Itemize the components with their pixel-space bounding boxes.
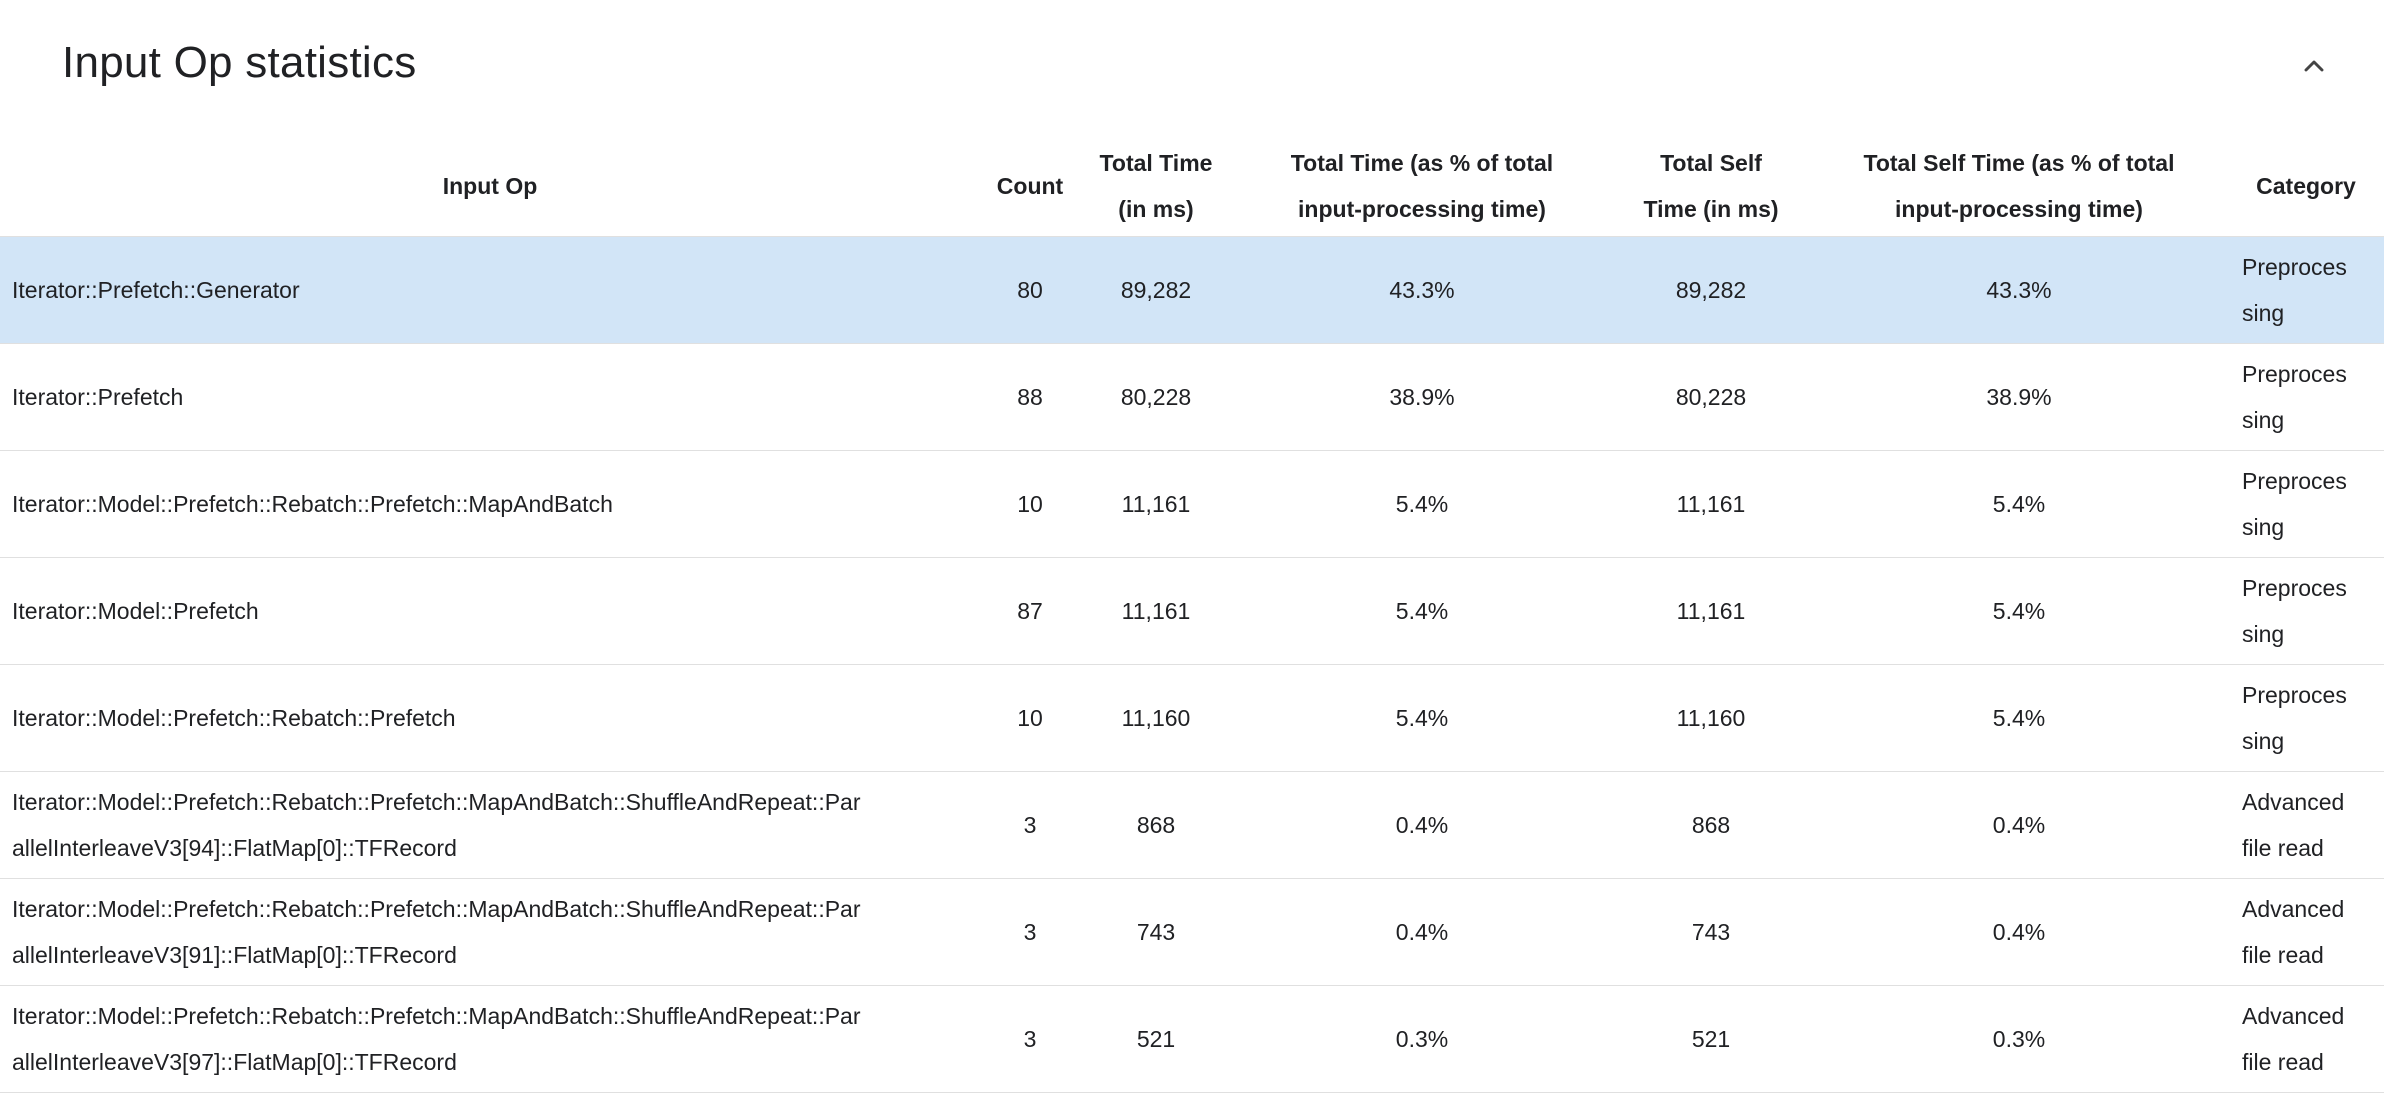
cell-category: Preprocessing bbox=[2228, 450, 2384, 558]
cell-input-op: Iterator::Model::Prefetch bbox=[0, 557, 980, 665]
table-row[interactable]: Iterator::Prefetch::Generator 80 89,282 … bbox=[0, 236, 2384, 344]
cell-self-time: 11,161 bbox=[1612, 450, 1810, 558]
cell-self-time: 11,161 bbox=[1612, 557, 1810, 665]
cell-input-op: Iterator::Model::Prefetch::Rebatch::Pref… bbox=[0, 664, 980, 772]
table-row[interactable]: Iterator::Model::Prefetch::Rebatch::Pref… bbox=[0, 771, 2384, 879]
cell-category: Advanced file read bbox=[2228, 878, 2384, 986]
cell-self-time: 89,282 bbox=[1612, 236, 1810, 344]
table-header-row: Input Op Count Total Time (in ms) Total … bbox=[0, 137, 2384, 237]
collapse-button[interactable] bbox=[2290, 42, 2338, 90]
cell-total-time: 80,228 bbox=[1080, 343, 1232, 451]
panel-header: Input Op statistics bbox=[0, 0, 2384, 137]
cell-input-op: Iterator::Model::Prefetch::Rebatch::Pref… bbox=[0, 450, 980, 558]
cell-self-time-pct: 0.3% bbox=[1810, 985, 2228, 1093]
column-header-category: Category bbox=[2228, 137, 2384, 237]
cell-total-time-pct: 38.9% bbox=[1232, 343, 1612, 451]
column-header-total-time: Total Time (in ms) bbox=[1080, 137, 1232, 237]
cell-self-time: 11,160 bbox=[1612, 664, 1810, 772]
cell-input-op: Iterator::Model::Prefetch::Rebatch::Pref… bbox=[0, 985, 980, 1093]
cell-category: Preprocessing bbox=[2228, 664, 2384, 772]
cell-total-time: 868 bbox=[1080, 771, 1232, 879]
input-op-table: Input Op Count Total Time (in ms) Total … bbox=[0, 137, 2384, 1093]
column-header-self-time: Total Self Time (in ms) bbox=[1612, 137, 1810, 237]
column-header-self-time-pct: Total Self Time (as % of total input-pro… bbox=[1810, 137, 2228, 237]
table-row[interactable]: Iterator::Model::Prefetch::Rebatch::Pref… bbox=[0, 450, 2384, 558]
cell-input-op: Iterator::Prefetch bbox=[0, 343, 980, 451]
cell-self-time: 743 bbox=[1612, 878, 1810, 986]
column-header-input-op: Input Op bbox=[0, 137, 980, 237]
table-row[interactable]: Iterator::Model::Prefetch 87 11,161 5.4%… bbox=[0, 557, 2384, 665]
cell-total-time: 11,160 bbox=[1080, 664, 1232, 772]
cell-input-op: Iterator::Prefetch::Generator bbox=[0, 236, 980, 344]
cell-input-op: Iterator::Model::Prefetch::Rebatch::Pref… bbox=[0, 878, 980, 986]
cell-total-time: 521 bbox=[1080, 985, 1232, 1093]
cell-self-time-pct: 5.4% bbox=[1810, 557, 2228, 665]
table-body: Iterator::Prefetch::Generator 80 89,282 … bbox=[0, 236, 2384, 1093]
cell-total-time: 743 bbox=[1080, 878, 1232, 986]
cell-self-time: 80,228 bbox=[1612, 343, 1810, 451]
cell-count: 3 bbox=[980, 878, 1080, 986]
cell-total-time-pct: 43.3% bbox=[1232, 236, 1612, 344]
panel-title: Input Op statistics bbox=[62, 38, 417, 87]
cell-count: 3 bbox=[980, 771, 1080, 879]
chevron-up-icon bbox=[2304, 60, 2324, 72]
cell-count: 10 bbox=[980, 450, 1080, 558]
cell-self-time: 868 bbox=[1612, 771, 1810, 879]
cell-total-time-pct: 5.4% bbox=[1232, 450, 1612, 558]
table-row[interactable]: Iterator::Prefetch 88 80,228 38.9% 80,22… bbox=[0, 343, 2384, 451]
cell-total-time: 11,161 bbox=[1080, 450, 1232, 558]
cell-total-time-pct: 0.4% bbox=[1232, 878, 1612, 986]
cell-category: Advanced file read bbox=[2228, 985, 2384, 1093]
cell-self-time-pct: 5.4% bbox=[1810, 664, 2228, 772]
cell-count: 80 bbox=[980, 236, 1080, 344]
column-header-count: Count bbox=[980, 137, 1080, 237]
cell-count: 88 bbox=[980, 343, 1080, 451]
cell-count: 3 bbox=[980, 985, 1080, 1093]
cell-self-time-pct: 5.4% bbox=[1810, 450, 2228, 558]
column-header-total-time-pct: Total Time (as % of total input-processi… bbox=[1232, 137, 1612, 237]
cell-category: Preprocessing bbox=[2228, 236, 2384, 344]
table-row[interactable]: Iterator::Model::Prefetch::Rebatch::Pref… bbox=[0, 878, 2384, 986]
cell-category: Preprocessing bbox=[2228, 557, 2384, 665]
cell-input-op: Iterator::Model::Prefetch::Rebatch::Pref… bbox=[0, 771, 980, 879]
cell-self-time: 521 bbox=[1612, 985, 1810, 1093]
cell-category: Advanced file read bbox=[2228, 771, 2384, 879]
cell-self-time-pct: 0.4% bbox=[1810, 771, 2228, 879]
cell-self-time-pct: 38.9% bbox=[1810, 343, 2228, 451]
cell-count: 87 bbox=[980, 557, 1080, 665]
cell-total-time-pct: 0.3% bbox=[1232, 985, 1612, 1093]
cell-total-time: 11,161 bbox=[1080, 557, 1232, 665]
cell-total-time: 89,282 bbox=[1080, 236, 1232, 344]
cell-total-time-pct: 5.4% bbox=[1232, 557, 1612, 665]
cell-total-time-pct: 5.4% bbox=[1232, 664, 1612, 772]
cell-total-time-pct: 0.4% bbox=[1232, 771, 1612, 879]
table-row[interactable]: Iterator::Model::Prefetch::Rebatch::Pref… bbox=[0, 985, 2384, 1093]
cell-self-time-pct: 0.4% bbox=[1810, 878, 2228, 986]
table-row[interactable]: Iterator::Model::Prefetch::Rebatch::Pref… bbox=[0, 664, 2384, 772]
cell-category: Preprocessing bbox=[2228, 343, 2384, 451]
cell-self-time-pct: 43.3% bbox=[1810, 236, 2228, 344]
cell-count: 10 bbox=[980, 664, 1080, 772]
